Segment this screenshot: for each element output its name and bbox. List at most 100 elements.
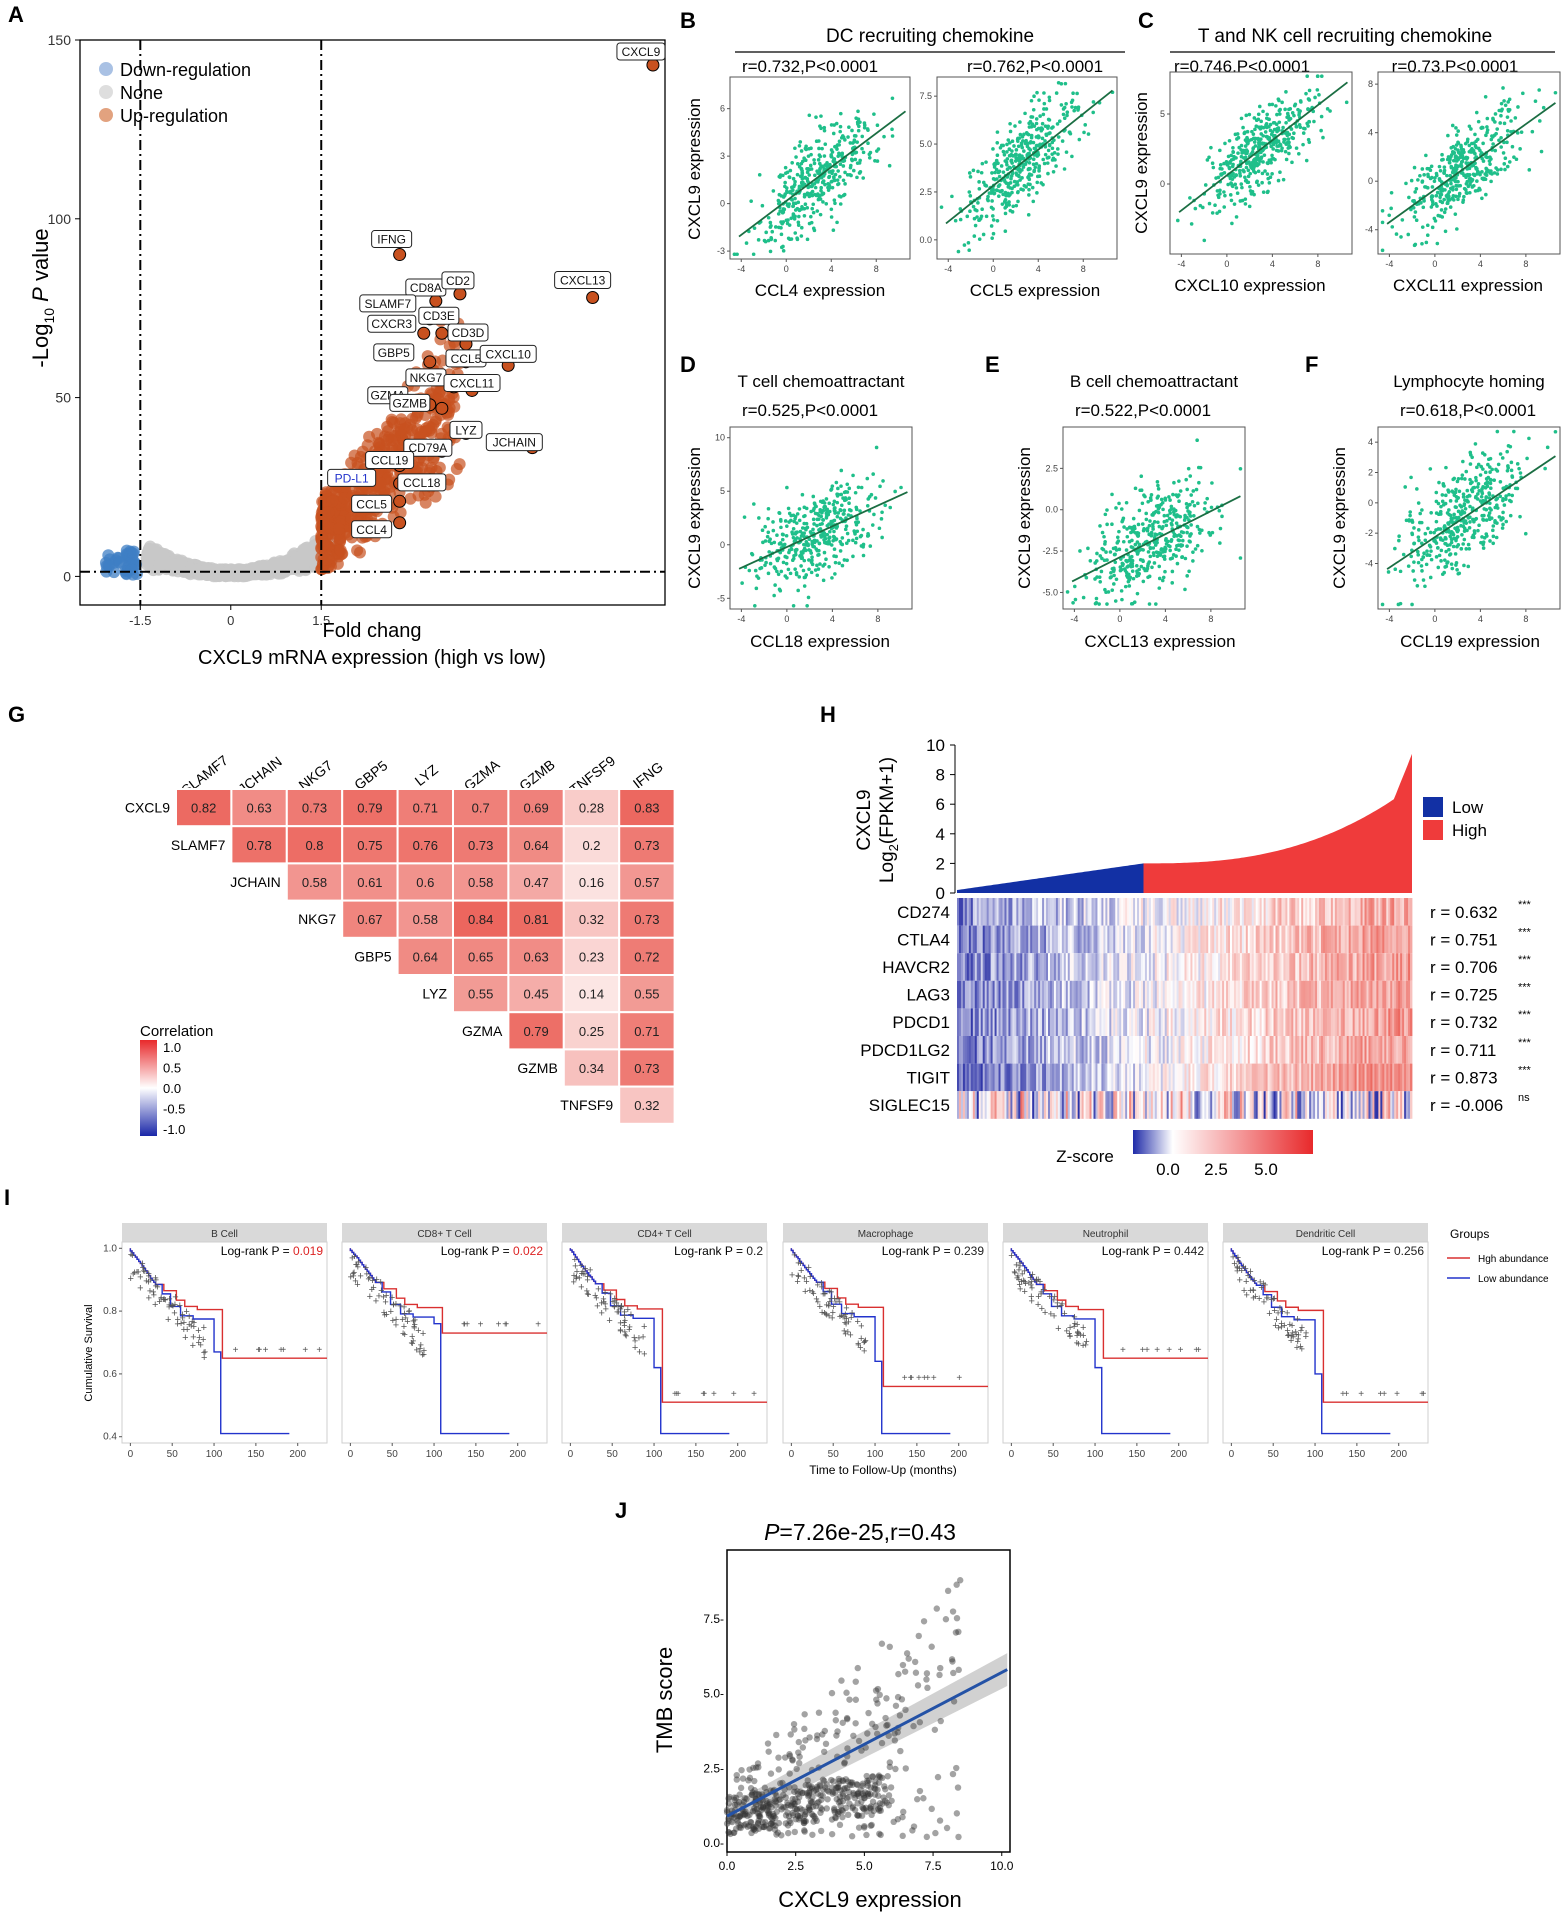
scatter-point: [971, 204, 976, 209]
scatter-point: [1286, 137, 1291, 141]
scatter-point: [1503, 156, 1508, 161]
scatter-point: [785, 576, 789, 580]
scatter-point: [990, 171, 994, 175]
scatter-point: [1244, 165, 1249, 170]
scatter-point: [859, 485, 864, 490]
bar-y-tick-label: 10: [926, 736, 945, 755]
y-tick-label: 0.0: [1045, 505, 1058, 515]
scatter-point: [867, 155, 872, 160]
scatter-point: [1120, 518, 1125, 522]
scatter-point: [838, 202, 843, 206]
scatter-point: [1428, 545, 1433, 549]
scatter-point: [1022, 149, 1026, 153]
scatter-point: [1028, 140, 1033, 144]
scatter-point: [861, 176, 866, 180]
x-tick-label: 4: [1478, 614, 1483, 624]
scatter-point: [1479, 494, 1484, 499]
scatter-point: [1119, 589, 1124, 593]
scatter-point: [879, 517, 884, 521]
scatter-point: [991, 218, 996, 222]
scatter-point: [772, 593, 776, 598]
scatter-point: [1468, 462, 1473, 466]
scatter-point: [1301, 142, 1305, 147]
gene-label: IFNG: [377, 233, 406, 247]
scatter-point: [818, 522, 822, 527]
heatmap-cell-value: 0.55: [634, 987, 659, 1002]
scatter-point: [1050, 152, 1054, 156]
point-up: [453, 458, 466, 471]
scatter-point: [1037, 166, 1041, 171]
scatter-point: [811, 494, 816, 499]
scatter-point: [848, 141, 853, 145]
heatmap-row-label: SLAMF7: [171, 837, 226, 853]
scatter-point: [1255, 179, 1259, 184]
scatter-point: [1270, 153, 1274, 158]
scatter-point: [1307, 119, 1311, 124]
scatter-point: [1229, 153, 1233, 158]
scatter-point: [1284, 90, 1288, 94]
scatter-point: [1175, 544, 1179, 548]
scatter-point: [788, 571, 793, 576]
scatter-point: [827, 535, 832, 540]
gene-label: CD79A: [409, 441, 448, 455]
scatter-point: [1131, 516, 1136, 521]
scatter-point: [802, 213, 807, 218]
heatmap-cell-value: 0.63: [523, 949, 548, 964]
scatter-point: [1102, 534, 1106, 539]
panel-label-a: A: [8, 2, 24, 27]
scatter-point: [1008, 129, 1013, 134]
scatter-point: [1489, 478, 1493, 482]
scatter-point: [1144, 517, 1149, 522]
y-tick-label: -3: [717, 246, 725, 256]
scatter-point: [1442, 210, 1447, 215]
scatter-point: [1434, 519, 1439, 524]
scatter-point: [1502, 162, 1507, 166]
scatter-point: [1156, 510, 1161, 515]
scatter-point: [1003, 197, 1008, 202]
scatter-point: [1422, 173, 1426, 177]
scatter-point: [1463, 519, 1468, 523]
scatter-point: [851, 168, 856, 173]
scatter-point: [1047, 143, 1052, 148]
scatter-point: [1141, 579, 1146, 584]
scatter-point: [1434, 511, 1439, 515]
scatter-point: [1509, 468, 1514, 473]
scatter-point: [856, 117, 861, 121]
scatter-point: [1073, 105, 1078, 110]
scatter-point: [1011, 204, 1016, 209]
scatter-point: [773, 238, 778, 243]
panel-label-e: E: [985, 352, 1000, 377]
scatter-stat: r=0.618,P<0.0001: [1400, 401, 1536, 420]
scatter-point: [1237, 168, 1242, 173]
scatter-point: [1037, 98, 1041, 102]
x-tick-label: 0: [1224, 259, 1229, 269]
scatter-point: [1021, 188, 1025, 192]
scatter-point: [1319, 74, 1324, 78]
scatter-point: [851, 554, 855, 559]
scatter-point: [1505, 449, 1509, 454]
scatter-point: [1193, 206, 1198, 211]
scatter-xlabel: CCL5 expression: [970, 281, 1100, 300]
scatter-point: [1086, 546, 1090, 551]
scatter-point: [791, 188, 795, 192]
scatter-point: [1465, 172, 1470, 177]
legend-tick-label: 0.0: [163, 1081, 181, 1096]
scatter-point: [1250, 160, 1255, 165]
scatter-point: [1035, 180, 1040, 185]
heatmap-cell-value: 0.14: [579, 987, 604, 1002]
scatter-point: [1172, 534, 1176, 539]
gene-label: CXCR3: [371, 317, 412, 331]
scatter-point: [1185, 544, 1189, 548]
point-up: [348, 449, 361, 462]
scatter-point: [1024, 185, 1028, 189]
scatter-point: [784, 561, 789, 566]
scatter-point: [1086, 132, 1091, 136]
scatter-point: [780, 221, 784, 226]
scatter-point: [771, 520, 775, 524]
scatter-point: [1438, 199, 1443, 204]
legend-none-label: None: [120, 83, 163, 103]
scatter-point: [1014, 183, 1019, 187]
scatter-point: [1429, 549, 1433, 553]
heatmap-cell-value: 0.32: [634, 1098, 659, 1113]
scatter-point: [890, 134, 895, 138]
